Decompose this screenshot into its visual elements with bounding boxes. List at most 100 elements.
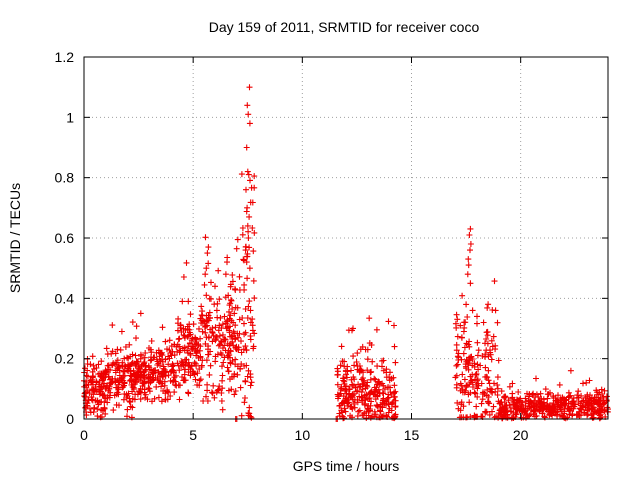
data-point bbox=[467, 225, 474, 232]
data-point bbox=[94, 413, 101, 420]
data-point bbox=[391, 382, 398, 389]
data-point bbox=[160, 387, 167, 394]
data-point bbox=[582, 404, 589, 411]
data-point bbox=[206, 371, 213, 378]
data-point bbox=[205, 312, 212, 319]
data-point bbox=[243, 259, 250, 266]
data-point bbox=[107, 380, 114, 387]
data-point bbox=[197, 376, 204, 383]
data-point bbox=[484, 304, 491, 311]
data-point bbox=[509, 390, 516, 397]
data-point bbox=[491, 278, 498, 285]
data-point bbox=[204, 317, 211, 323]
data-point bbox=[386, 377, 393, 384]
data-point bbox=[561, 414, 568, 421]
data-point bbox=[348, 376, 355, 383]
data-point bbox=[212, 358, 219, 365]
data-point bbox=[238, 349, 245, 356]
data-point bbox=[494, 382, 501, 388]
data-point bbox=[127, 353, 134, 360]
data-point bbox=[483, 336, 490, 342]
data-point bbox=[461, 389, 468, 396]
data-point bbox=[227, 312, 234, 319]
data-point bbox=[365, 412, 372, 419]
data-point bbox=[94, 406, 101, 413]
data-point bbox=[484, 340, 491, 347]
data-point bbox=[205, 260, 212, 267]
data-point bbox=[245, 228, 252, 235]
data-point bbox=[380, 397, 387, 403]
data-point bbox=[461, 319, 468, 326]
data-point bbox=[473, 403, 480, 410]
data-point bbox=[222, 294, 229, 301]
data-point bbox=[222, 320, 229, 327]
data-point bbox=[457, 387, 464, 394]
data-point bbox=[341, 405, 348, 412]
data-point bbox=[351, 362, 358, 369]
data-point bbox=[97, 388, 104, 395]
data-point bbox=[206, 309, 213, 316]
data-point bbox=[212, 283, 218, 290]
data-point bbox=[215, 342, 222, 349]
data-point bbox=[251, 173, 258, 180]
data-point bbox=[222, 271, 229, 278]
data-point bbox=[181, 371, 188, 378]
data-point bbox=[229, 272, 236, 278]
data-point bbox=[227, 376, 233, 383]
data-point bbox=[147, 379, 154, 386]
data-point bbox=[203, 292, 210, 299]
data-point bbox=[135, 364, 142, 371]
data-point bbox=[197, 335, 204, 342]
data-point bbox=[94, 398, 101, 405]
data-point bbox=[148, 338, 155, 344]
data-point bbox=[490, 403, 497, 410]
data-point bbox=[472, 390, 479, 397]
data-point bbox=[225, 387, 232, 394]
data-point bbox=[196, 325, 202, 332]
data-point bbox=[185, 343, 192, 350]
y-tick-label: 1.2 bbox=[55, 49, 75, 65]
data-point bbox=[603, 393, 610, 400]
data-point bbox=[243, 186, 249, 193]
data-point bbox=[166, 337, 173, 344]
data-point bbox=[247, 382, 254, 389]
data-point bbox=[574, 392, 581, 399]
data-point bbox=[251, 184, 258, 191]
data-point bbox=[580, 380, 586, 387]
data-point bbox=[469, 371, 476, 378]
data-point bbox=[242, 395, 248, 401]
data-point bbox=[217, 350, 224, 357]
data-point bbox=[219, 345, 226, 352]
data-point bbox=[492, 342, 499, 349]
data-point bbox=[145, 362, 152, 369]
data-point bbox=[98, 358, 105, 365]
data-point bbox=[238, 338, 244, 345]
data-point bbox=[350, 353, 357, 360]
data-point bbox=[179, 298, 186, 305]
data-point bbox=[167, 377, 174, 384]
data-point bbox=[367, 390, 373, 396]
data-point bbox=[505, 397, 512, 404]
data-point bbox=[338, 343, 345, 350]
data-point bbox=[538, 398, 545, 405]
data-point bbox=[452, 374, 459, 381]
data-point bbox=[494, 385, 501, 392]
data-point bbox=[367, 376, 374, 383]
data-point bbox=[205, 343, 212, 350]
data-point bbox=[578, 392, 585, 399]
data-point bbox=[373, 402, 380, 409]
data-point bbox=[485, 377, 492, 384]
data-point bbox=[232, 361, 239, 368]
data-point bbox=[385, 318, 392, 325]
data-point bbox=[224, 259, 230, 266]
data-point bbox=[102, 410, 109, 417]
data-point bbox=[130, 384, 137, 391]
data-point bbox=[246, 265, 253, 272]
data-point bbox=[201, 281, 208, 288]
data-point bbox=[536, 408, 543, 415]
data-point bbox=[367, 369, 374, 376]
data-point bbox=[336, 391, 343, 398]
data-point bbox=[240, 256, 247, 263]
data-point bbox=[226, 323, 233, 330]
data-point bbox=[484, 386, 491, 393]
